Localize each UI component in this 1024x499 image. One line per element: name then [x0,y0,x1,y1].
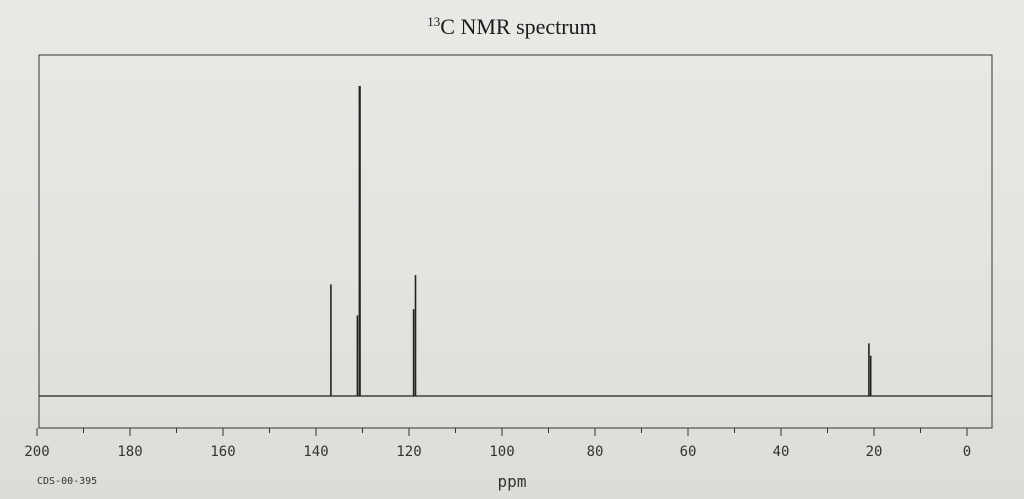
x-tick-label: 140 [303,444,328,460]
x-tick-label: 100 [489,444,514,460]
x-tick-label: 160 [210,444,235,460]
x-tick-label: 40 [773,444,790,460]
x-tick-label: 180 [117,444,142,460]
x-tick-label: 60 [680,444,697,460]
plot-frame [38,54,993,429]
x-axis-ticks [36,428,968,436]
x-tick-label: 120 [396,444,421,460]
chart-title: 13C NMR spectrum [0,14,1024,40]
x-tick-label: 80 [587,444,604,460]
title-superscript: 13 [427,14,441,29]
x-tick-label: 20 [866,444,883,460]
footer-code: CDS-00-395 [37,476,97,487]
x-tick-label: 200 [24,444,49,460]
peak-group [330,86,872,396]
x-tick-label: 0 [963,444,971,460]
x-axis-label: ppm [498,472,527,491]
title-text: C NMR spectrum [440,14,597,39]
x-axis-tick-labels: 200 180 160 140 120 100 80 60 40 20 0 [24,444,971,460]
